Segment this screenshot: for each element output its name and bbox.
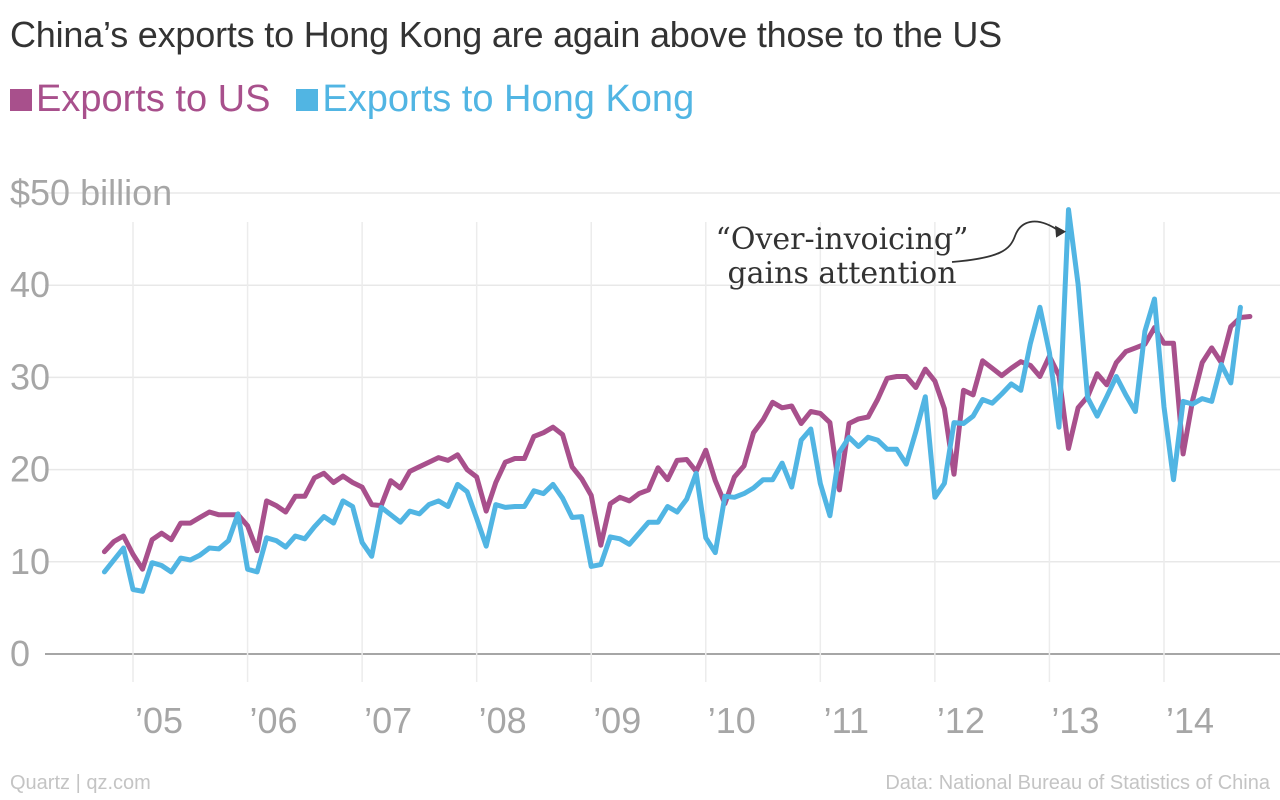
y-tick-label: 0 [10, 633, 30, 674]
x-tick-label: ’08 [479, 700, 527, 741]
annotation-arrow-head [1055, 225, 1067, 238]
annotation-text: “Over-invoicing” [716, 222, 969, 257]
x-tick-label: ’09 [593, 700, 641, 741]
y-tick-label: 30 [10, 356, 50, 397]
legend-item-us: Exports to US [10, 78, 270, 121]
x-tick-label: ’14 [1166, 700, 1214, 741]
y-tick-label: 40 [10, 264, 50, 305]
legend-label-hong-kong: Exports to Hong Kong [322, 78, 695, 120]
legend-label-us: Exports to US [36, 78, 271, 120]
series-line-exports-to-us [101, 314, 1253, 572]
series-line-exports-to-hong-kong [101, 207, 1243, 594]
y-tick-label: 10 [10, 541, 50, 582]
annotation-text: gains attention [727, 256, 956, 291]
x-tick-label: ’06 [250, 700, 298, 741]
legend-swatch-us [10, 88, 32, 111]
footer-credit: Quartz | qz.com [10, 772, 151, 794]
footer-source: Data: National Bureau of Statistics of C… [885, 772, 1270, 794]
annotation-arrow-line [951, 220, 1061, 263]
legend: Exports to US Exports to Hong Kong [10, 78, 720, 121]
x-tick-label: ’05 [135, 700, 183, 741]
legend-swatch-hong-kong [296, 88, 319, 111]
x-tick-label: ’11 [824, 700, 869, 741]
x-tick-label: ’07 [364, 700, 412, 741]
x-tick-label: ’10 [708, 700, 756, 741]
chart-title: China’s exports to Hong Kong are again a… [10, 14, 1002, 55]
legend-item-hong-kong: Exports to Hong Kong [296, 78, 694, 121]
x-tick-label: ’13 [1051, 700, 1099, 741]
x-tick-label: ’12 [937, 700, 985, 741]
y-tick-label: $50 billion [10, 172, 172, 213]
y-tick-label: 20 [10, 449, 50, 490]
